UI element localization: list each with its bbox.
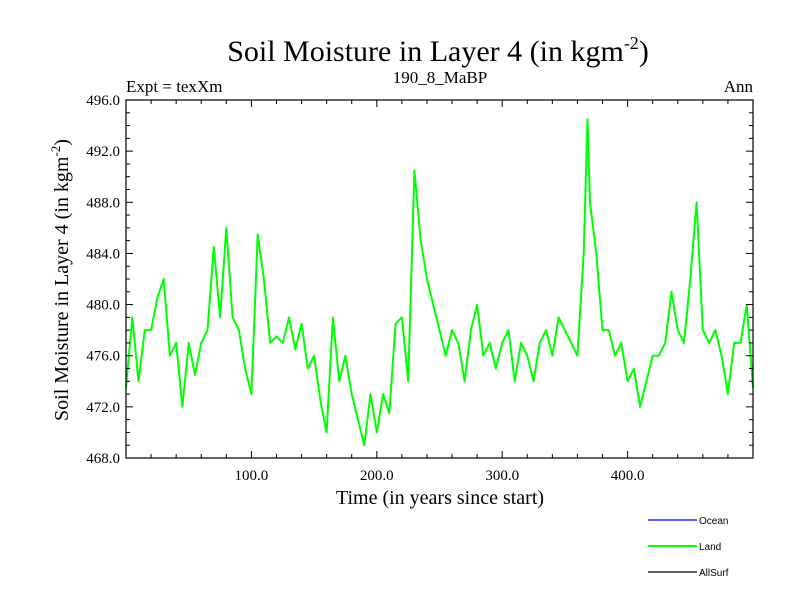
- legend-label-ocean: Ocean: [699, 516, 728, 527]
- x-tick-label: 400.0: [611, 468, 645, 484]
- plot-frame: [125, 99, 754, 459]
- series-layer: [125, 118, 754, 447]
- y-tick-label: 496.0: [86, 93, 120, 109]
- legend-label-land: Land: [699, 542, 721, 553]
- y-axis-label-close: ): [51, 139, 73, 146]
- y-tick-label: 484.0: [86, 246, 120, 262]
- x-axis-label: Time (in years since start): [336, 487, 544, 509]
- legend: Ocean Land AllSurf: [648, 516, 729, 579]
- y-axis-label: Soil Moisture in Layer 4 (in kgm-2): [48, 139, 73, 421]
- y-tick-label: 476.0: [86, 349, 120, 365]
- ticks-layer: 100.0 200.0 300.0 400.0 468.0 472.0 476.0 480.0…: [86, 93, 753, 484]
- chart-title-close: ): [639, 35, 649, 68]
- subtitle-left: Expt = texXm: [126, 77, 222, 96]
- y-tick-label: 488.0: [86, 195, 120, 211]
- series-line-land: [125, 118, 754, 447]
- y-tick-label: 492.0: [86, 144, 120, 160]
- y-axis-label-sup: -2: [48, 146, 63, 157]
- y-tick-label: 472.0: [86, 400, 120, 416]
- chart-title: Soil Moisture in Layer 4 (in kgm-2): [227, 33, 649, 68]
- chart-title-main: Soil Moisture in Layer 4 (in kgm: [227, 35, 624, 68]
- x-tick-label: 300.0: [485, 468, 519, 484]
- y-tick-label: 480.0: [86, 298, 120, 314]
- legend-label-allsurf: AllSurf: [699, 568, 729, 579]
- y-tick-label: 468.0: [86, 451, 120, 467]
- subtitle-center: 190_8_MaBP: [393, 68, 487, 87]
- chart-title-sup: -2: [624, 33, 639, 53]
- x-tick-label: 200.0: [360, 468, 394, 484]
- subtitle-right: Ann: [724, 77, 754, 96]
- y-axis-label-main: Soil Moisture in Layer 4 (in kgm: [51, 156, 73, 421]
- x-tick-label: 100.0: [235, 468, 269, 484]
